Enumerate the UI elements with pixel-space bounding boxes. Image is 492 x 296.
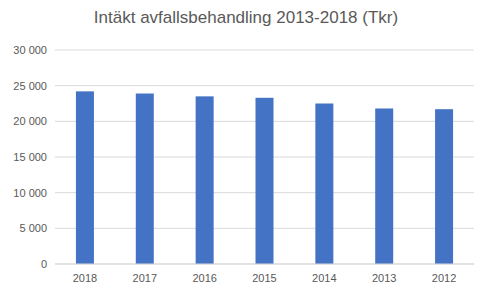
chart-title: Intäkt avfallsbehandling 2013-2018 (Tkr) <box>94 8 398 27</box>
bar <box>256 98 274 264</box>
y-tick-label: 5 000 <box>19 222 47 234</box>
bar <box>375 108 393 264</box>
x-tick-label: 2012 <box>432 272 456 284</box>
y-tick-label: 25 000 <box>13 80 47 92</box>
x-tick-label: 2015 <box>252 272 276 284</box>
grid-line <box>55 264 474 265</box>
x-tick-label: 2016 <box>192 272 216 284</box>
y-tick-label: 15 000 <box>13 151 47 163</box>
y-tick-label: 30 000 <box>13 44 47 56</box>
bars <box>76 91 453 264</box>
bar <box>435 109 453 264</box>
bar <box>136 94 154 264</box>
chart-container: Intäkt avfallsbehandling 2013-2018 (Tkr)… <box>0 0 492 296</box>
x-tick-label: 2014 <box>312 272 336 284</box>
y-tick-label: 10 000 <box>13 187 47 199</box>
bar <box>76 91 94 264</box>
x-tick-label: 2013 <box>372 272 396 284</box>
grid-line <box>55 85 474 86</box>
x-tick-label: 2018 <box>73 272 97 284</box>
y-tick-label: 0 <box>41 258 47 270</box>
x-tick-label: 2017 <box>133 272 157 284</box>
x-axis-line <box>55 264 474 265</box>
bar <box>315 104 333 265</box>
y-tick-label: 20 000 <box>13 115 47 127</box>
grid <box>55 50 474 264</box>
bar <box>196 96 214 264</box>
grid-line <box>55 50 474 51</box>
chart-svg: Intäkt avfallsbehandling 2013-2018 (Tkr)… <box>0 0 492 296</box>
